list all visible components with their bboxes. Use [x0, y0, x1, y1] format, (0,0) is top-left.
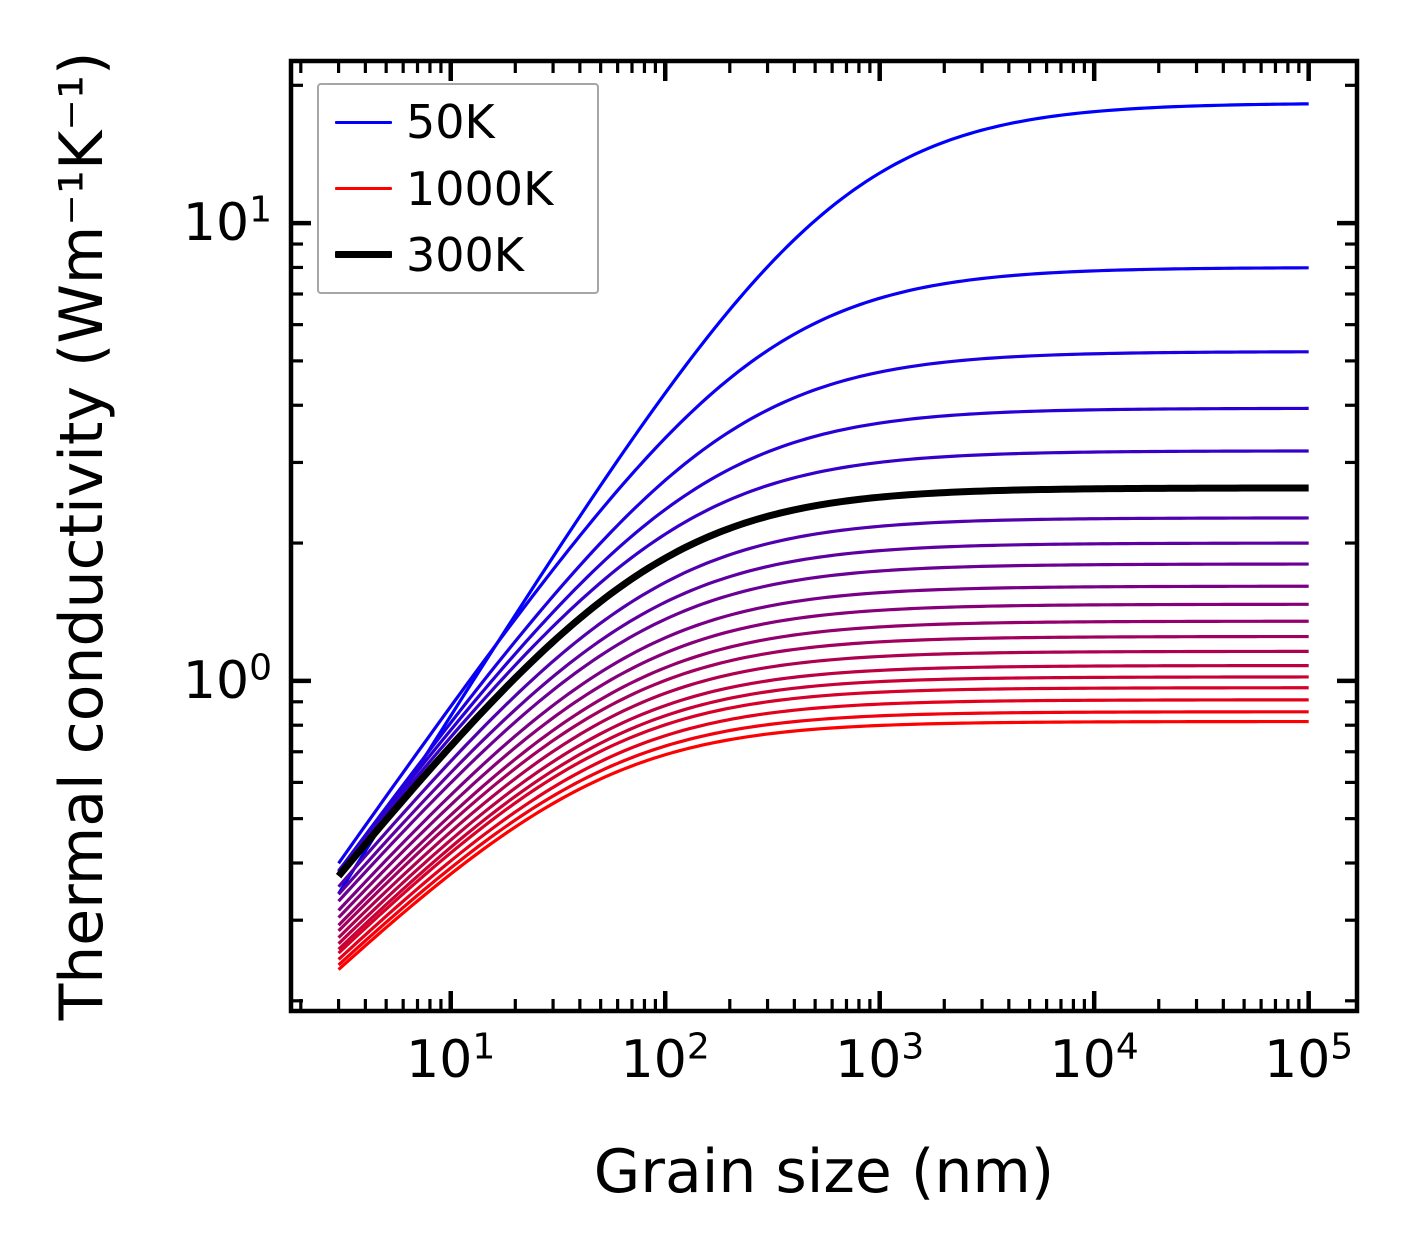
curves: [335, 102, 1309, 971]
legend-line-sample-black: [335, 251, 392, 259]
x-tick-label-10e2: 102: [620, 1026, 710, 1090]
curve-650K: [337, 634, 1309, 932]
legend-entry-300K: 300K: [319, 224, 597, 286]
legend-label: 300K: [406, 227, 524, 282]
curve-700K: [337, 649, 1309, 939]
legend-entry-50K: 50K: [319, 91, 597, 153]
curve-750K: [337, 664, 1309, 945]
curve-150K: [337, 350, 1309, 873]
x-tick-label-10e1: 101: [406, 1026, 496, 1090]
legend-label: 1000K: [406, 161, 554, 216]
plot-frame: [288, 58, 1360, 1014]
curve-950K: [337, 710, 1309, 967]
curve-550K: [337, 602, 1309, 919]
curve-400K: [337, 541, 1309, 896]
x-tick-label-10e5: 105: [1264, 1026, 1354, 1090]
x-axis-label: Grain size (nm): [593, 1137, 1055, 1207]
y-tick-label-10e1: 101: [182, 189, 272, 254]
x-tick-label-10e3: 103: [835, 1026, 925, 1090]
curve-500K: [337, 584, 1309, 912]
curve-100K: [337, 266, 1309, 865]
curve-350K: [337, 516, 1309, 888]
legend-label: 50K: [406, 95, 495, 150]
legend-line-sample-blue: [335, 120, 392, 124]
curve-600K: [337, 619, 1309, 927]
curve-1000K: [337, 719, 1309, 971]
y-tick-label-10e0: 100: [182, 647, 272, 711]
legend: 50K 1000K 300K: [317, 83, 599, 294]
curve-450K: [337, 562, 1309, 903]
curve-900K: [337, 698, 1309, 961]
y-axis-label: Thermal conductivity (Wm⁻¹K⁻¹): [47, 51, 117, 1021]
curve-250K: [337, 449, 1309, 874]
curve-850K: [337, 686, 1309, 955]
curve-200K: [337, 406, 1309, 872]
legend-entry-1000K: 1000K: [319, 158, 597, 220]
curve-300K: [335, 484, 1309, 879]
x-tick-label-10e4: 104: [1049, 1026, 1139, 1090]
curve-800K: [337, 675, 1309, 951]
legend-line-sample-red: [335, 186, 392, 191]
